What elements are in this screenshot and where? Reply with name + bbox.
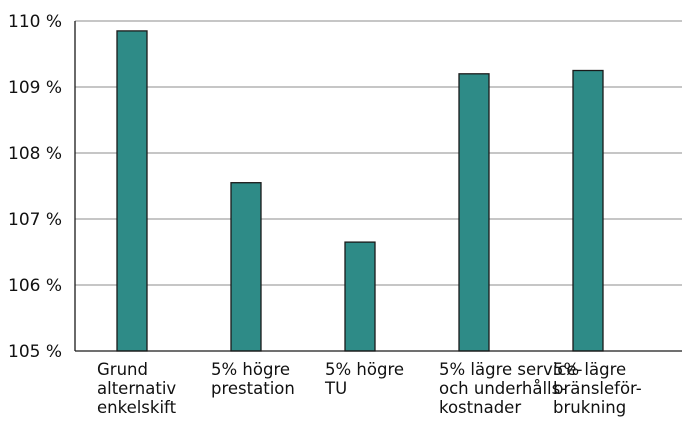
x-category-label: 5% lägre service-: [439, 360, 583, 379]
bar: [230, 182, 262, 352]
x-category-label: och underhålls-: [439, 379, 566, 398]
x-category-label: enkelskift: [97, 398, 177, 417]
y-tick-label: 107 %: [8, 210, 62, 230]
y-tick-label: 106 %: [8, 276, 62, 296]
x-category-label: kostnader: [439, 398, 521, 417]
x-category-label: Grund: [97, 360, 148, 379]
bar: [116, 30, 148, 352]
x-category-label: prestation: [211, 379, 295, 398]
x-category-label: 5% lägre: [553, 360, 626, 379]
x-category-label: bränsleför-: [553, 379, 642, 398]
x-category-label: 5% högre: [211, 360, 290, 379]
bar: [572, 69, 604, 352]
y-tick-label: 105 %: [8, 342, 62, 362]
bar: [344, 241, 376, 352]
y-tick-label: 109 %: [8, 78, 62, 98]
x-category-label: alternativ: [97, 379, 176, 398]
x-category-label: brukning: [553, 398, 626, 417]
bar: [458, 73, 490, 352]
x-category-label: 5% högre: [325, 360, 404, 379]
y-tick-label: 110 %: [8, 12, 62, 32]
y-tick-label: 108 %: [8, 144, 62, 164]
x-category-label: TU: [324, 379, 347, 398]
